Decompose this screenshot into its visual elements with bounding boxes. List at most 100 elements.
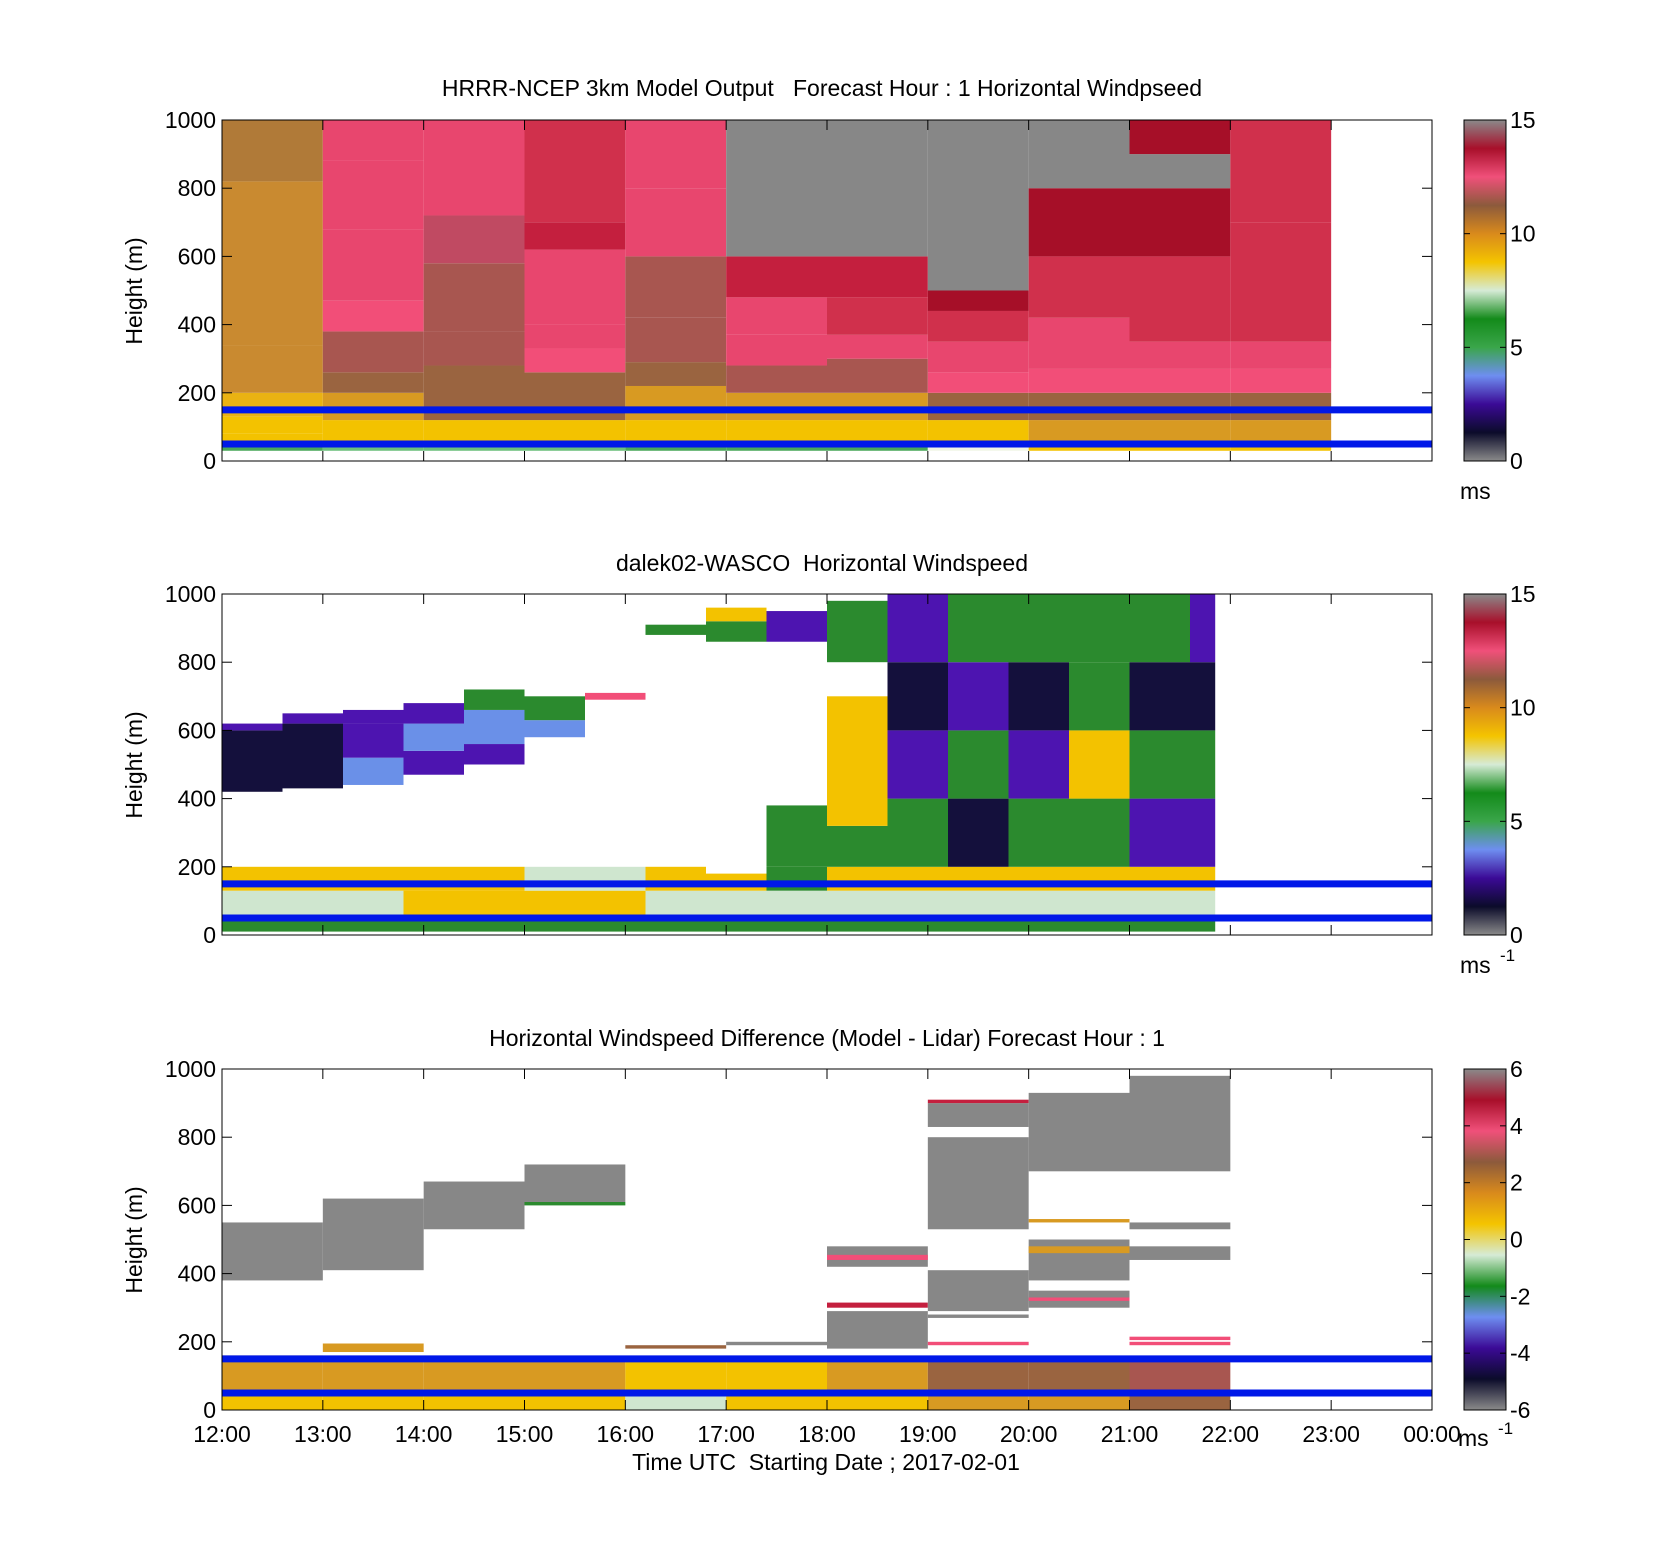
difference-colorbar-tick-label: 4 [1510,1113,1523,1139]
lidar-heatmap-cells [222,594,1216,932]
lidar-heatmap-cell [464,890,525,915]
difference-colorbar-tick-label: -2 [1510,1283,1530,1309]
difference-heatmap-cell [524,1164,626,1202]
model-y-tick-label: 1000 [165,107,216,133]
difference-heatmap-cell [1129,1336,1231,1341]
model-heatmap-cell [1230,420,1332,444]
lidar-heatmap-cell [343,757,404,785]
lidar-heatmap-cell [524,720,585,738]
difference-heatmap-cell [524,1201,626,1206]
lidar-heatmap-cell [766,805,827,867]
lidar-heatmap-cell [403,750,464,775]
difference-colorbar-tick-label: 0 [1510,1227,1523,1253]
model-colorbar-tick-label: 10 [1510,221,1536,247]
lidar-colorbar-unit: ms [1460,952,1491,978]
model-heatmap-cell [1129,368,1231,393]
lidar-y-tick-label: 200 [178,854,216,880]
model-heatmap-cell [322,120,424,161]
lidar-y-tick-label: 0 [203,922,216,948]
lidar-panel-title: dalek02-WASCO Horizontal Windspeed [616,550,1028,576]
lidar-heatmap-cell [887,798,948,867]
model-heatmap-cell [1129,154,1231,189]
lidar-heatmap-cell [1129,798,1190,867]
lidar-heatmap-cell [1069,594,1130,663]
model-colorbar-tick-label: 0 [1510,448,1523,474]
model-heatmap-cell [222,416,323,434]
lidar-heatmap-cell [1190,594,1216,663]
difference-heatmap-cell [222,1222,323,1281]
model-heatmap-cell [322,160,424,230]
model-y-tick-label: 0 [203,448,216,474]
model-heatmap-cell [524,420,626,444]
model-heatmap-cell [827,297,928,335]
model-colorbar-tick-label: 15 [1510,107,1536,133]
lidar-heatmap-cell [887,594,948,663]
difference-x-tick-label: 17:00 [697,1421,755,1447]
difference-y-axis: 0 200 400 600 800 1000 [165,1056,1432,1423]
lidar-heatmap-cell [403,703,464,724]
lidar-reference-lines [222,880,1432,922]
model-heatmap-cell [423,215,525,264]
model-y-tick-label: 400 [178,312,216,338]
difference-x-tick-label: 13:00 [294,1421,352,1447]
model-x-axis [221,120,1433,461]
lidar-heatmap-cell [887,662,948,731]
lidar-heatmap-cell [1129,730,1190,799]
model-heatmap-cells [222,120,1332,451]
model-heatmap-cell [222,181,323,346]
model-heatmap-cell [1028,188,1130,257]
model-reference-lines [222,406,1432,448]
lidar-heatmap-cell [948,890,1009,915]
difference-heatmap-cell [322,1343,424,1353]
model-heatmap-cell [1230,368,1332,393]
lidar-heatmap-cell [948,594,1009,663]
model-heatmap-cell [423,263,525,332]
difference-heatmap-cell [625,1345,727,1349]
lidar-colorbar-tick-label: 0 [1510,922,1523,948]
model-heatmap-cell [1028,290,1130,318]
lidar-heatmap-cell [282,890,343,915]
model-heatmap-cell [524,120,626,223]
difference-y-tick-label: 1000 [165,1056,216,1082]
model-y-tick-label: 600 [178,243,216,269]
model-heatmap-cell [726,334,827,366]
model-heatmap-cell [1129,341,1231,369]
difference-x-tick-label: 12:00 [193,1421,251,1447]
lidar-heatmap-cell [524,696,585,721]
lidar-heatmap-cell [766,890,827,915]
difference-x-tick-label: 20:00 [1000,1421,1058,1447]
lidar-heatmap-cell [1008,798,1069,867]
lidar-colorbar: 0 5 10 15 ms -1 [1460,581,1536,978]
lidar-heatmap-cell [585,890,646,915]
lidar-heatmap-cell [948,798,1009,867]
lidar-heatmap-cell [222,730,283,792]
difference-panel-title: Horizontal Windspeed Difference (Model -… [489,1025,1165,1051]
lidar-y-axis-label: Height (m) [121,711,147,818]
lidar-heatmap-cell [1129,594,1190,663]
difference-heatmap-cell [1028,1297,1130,1301]
model-heatmap-cell [1230,341,1332,369]
difference-x-tick-label: 21:00 [1101,1421,1159,1447]
difference-y-tick-label: 0 [203,1397,216,1423]
model-heatmap-cell [927,310,1029,342]
model-colorbar-bar [1463,119,1507,462]
difference-panel: Horizontal Windspeed Difference (Model -… [121,1025,1531,1475]
lidar-heatmap-cell [645,890,706,915]
model-y-tick-label: 200 [178,380,216,406]
lidar-heatmap-cell [282,713,343,724]
difference-colorbar-tick-label: 6 [1510,1056,1523,1082]
lidar-heatmap-cell [282,723,343,789]
model-heatmap-cell [524,222,626,250]
model-heatmap-cell [927,120,1029,291]
lidar-heatmap-cell [464,709,525,745]
model-heatmap-cell [726,120,827,257]
lidar-heatmap-cell [827,825,888,867]
difference-y-tick-label: 400 [178,1261,216,1287]
lidar-heatmap-cell [1190,662,1216,731]
lidar-y-tick-label: 600 [178,717,216,743]
difference-heatmap-cell [827,1302,928,1308]
difference-y-tick-label: 600 [178,1192,216,1218]
lidar-heatmap-cell [887,730,948,799]
lidar-heatmap-cell [1190,798,1216,867]
model-heatmap-cell [524,324,626,349]
